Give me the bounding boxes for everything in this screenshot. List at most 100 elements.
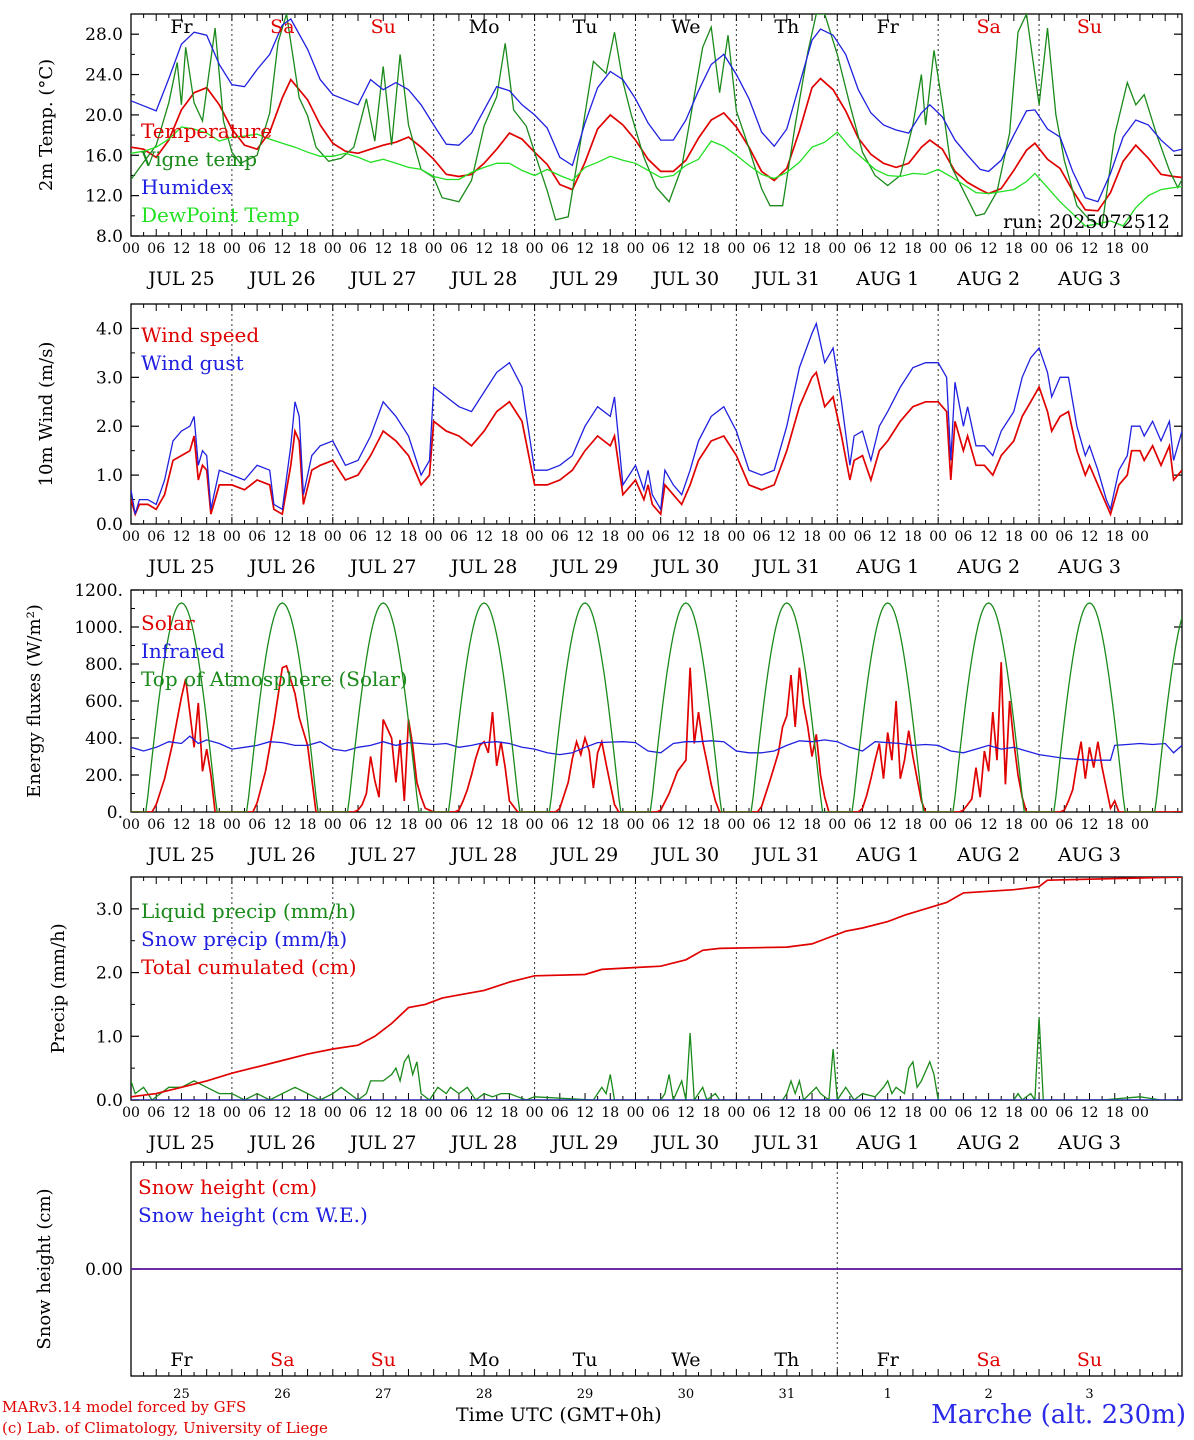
hour-tick-label: 18 <box>1106 241 1124 257</box>
y-tick-label: 12.0 <box>85 187 123 207</box>
y-tick-label: 600. <box>85 692 123 712</box>
hour-tick-label: 18 <box>400 529 418 545</box>
weekday-label: Su <box>1077 16 1102 38</box>
day-number-label: 1 <box>884 1387 892 1402</box>
hour-tick-label: 18 <box>400 241 418 257</box>
date-label: JUL 26 <box>247 1132 315 1154</box>
weekday-label: Th <box>774 1349 799 1371</box>
date-label: JUL 27 <box>348 844 416 866</box>
hour-tick-label: 06 <box>147 529 165 545</box>
date-label: AUG 1 <box>855 268 919 290</box>
date-label: AUG 1 <box>855 556 919 578</box>
hour-tick-label: 00 <box>1030 241 1048 257</box>
date-label: AUG 2 <box>956 268 1020 290</box>
series-wind-speed <box>131 370 1182 517</box>
hour-tick-label: 00 <box>223 817 241 833</box>
date-label: JUL 30 <box>651 844 719 866</box>
date-label: JUL 31 <box>752 1132 820 1154</box>
legend-entry: Liquid precip (mm/h) <box>141 899 356 923</box>
hour-tick-label: 18 <box>904 529 922 545</box>
weekday-label: Tu <box>573 1349 598 1371</box>
y-tick-label: 1000. <box>74 618 123 638</box>
series-dewpoint-temp <box>131 126 1182 227</box>
date-label: JUL 29 <box>550 268 618 290</box>
hour-tick-label: 00 <box>223 1105 241 1121</box>
hour-tick-label: 06 <box>147 241 165 257</box>
hour-tick-label: 00 <box>828 241 846 257</box>
hour-tick-label: 00 <box>324 817 342 833</box>
hour-tick-label: 00 <box>627 1105 645 1121</box>
hour-tick-label: 18 <box>299 529 317 545</box>
hour-tick-label: 18 <box>601 1105 619 1121</box>
day-number-label: 28 <box>476 1387 493 1402</box>
hour-tick-label: 18 <box>1106 1105 1124 1121</box>
hour-tick-label: 00 <box>526 1105 544 1121</box>
hour-tick-label: 00 <box>627 241 645 257</box>
y-axis-label: 10m Wind (m/s) <box>36 342 57 487</box>
hour-tick-label: 12 <box>778 241 796 257</box>
hour-tick-label: 12 <box>778 1105 796 1121</box>
date-label: JUL 25 <box>146 844 214 866</box>
hour-tick-label: 06 <box>551 529 569 545</box>
series-liquid-precip-mm-h <box>131 1017 1182 1100</box>
panel-temp: 8.0 12.0 16.0 20.0 24.0 28.0 2m Temp. (°C) Temp… <box>36 13 1183 290</box>
hour-tick-label: 12 <box>879 817 897 833</box>
date-label: JUL 29 <box>550 844 618 866</box>
hour-tick-label: 18 <box>702 1105 720 1121</box>
panel-wind: 0.0 1.0 2.0 3.0 4.0 10m Wind (m/s) Wind speed W… <box>36 303 1183 578</box>
y-tick-label: 2.0 <box>96 417 123 437</box>
legend-entry: Snow height (cm W.E.) <box>138 1203 368 1227</box>
hour-tick-label: 12 <box>677 1105 695 1121</box>
series-vigne-temp <box>131 14 1182 227</box>
hour-tick-label: 06 <box>954 241 972 257</box>
date-label: JUL 27 <box>348 268 416 290</box>
weekday-label: Mo <box>469 1349 500 1371</box>
hour-tick-label: 00 <box>122 1105 140 1121</box>
series-wind-gust <box>131 321 1182 515</box>
hour-tick-label: 06 <box>954 1105 972 1121</box>
weekday-label: Sa <box>976 1349 1000 1371</box>
hour-tick-label: 00 <box>1131 1105 1149 1121</box>
hour-tick-label: 06 <box>349 529 367 545</box>
date-label: JUL 28 <box>449 268 517 290</box>
date-label: JUL 26 <box>247 556 315 578</box>
hour-tick-label: 12 <box>980 529 998 545</box>
date-label: JUL 31 <box>752 556 820 578</box>
plot-frame <box>130 13 1183 237</box>
day-number-label: 25 <box>173 1387 190 1402</box>
hour-tick-label: 18 <box>299 1105 317 1121</box>
hour-tick-label: 18 <box>803 529 821 545</box>
date-label: AUG 2 <box>956 844 1020 866</box>
date-label: JUL 28 <box>449 1132 517 1154</box>
day-number-label: 30 <box>678 1387 695 1402</box>
hour-tick-label: 12 <box>576 241 594 257</box>
weekday-label: Sa <box>270 1349 294 1371</box>
day-number-label: 3 <box>1085 1387 1093 1402</box>
weekday-label: Fr <box>170 1349 193 1371</box>
hour-tick-label: 00 <box>1131 817 1149 833</box>
hour-tick-label: 18 <box>299 817 317 833</box>
series-infrared <box>131 735 1182 761</box>
hour-tick-label: 06 <box>652 241 670 257</box>
hour-tick-label: 06 <box>450 241 468 257</box>
y-tick-label: 200. <box>85 766 123 786</box>
weekday-label: Sa <box>270 16 294 38</box>
hour-tick-label: 06 <box>652 817 670 833</box>
day-number-label: 2 <box>984 1387 992 1402</box>
hour-tick-label: 18 <box>198 1105 216 1121</box>
date-label: JUL 25 <box>146 556 214 578</box>
y-tick-label: 400. <box>85 729 123 749</box>
hour-tick-label: 06 <box>349 241 367 257</box>
hour-tick-label: 18 <box>803 817 821 833</box>
hour-tick-label: 12 <box>1081 241 1099 257</box>
legend-entry: Snow height (cm) <box>138 1175 317 1199</box>
date-label: AUG 3 <box>1057 556 1121 578</box>
hour-tick-label: 00 <box>929 529 947 545</box>
hour-tick-label: 12 <box>778 817 796 833</box>
y-tick-label: 16.0 <box>85 146 123 166</box>
y-tick-label: 0.0 <box>96 515 123 535</box>
hour-tick-label: 00 <box>425 529 443 545</box>
series-humidex <box>131 18 1182 203</box>
y-tick-label: 0.0 <box>96 1091 123 1111</box>
